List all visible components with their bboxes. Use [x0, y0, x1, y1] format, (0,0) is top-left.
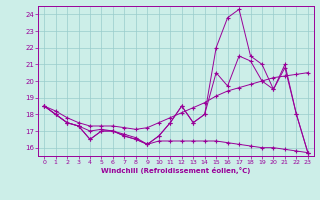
X-axis label: Windchill (Refroidissement éolien,°C): Windchill (Refroidissement éolien,°C): [101, 167, 251, 174]
